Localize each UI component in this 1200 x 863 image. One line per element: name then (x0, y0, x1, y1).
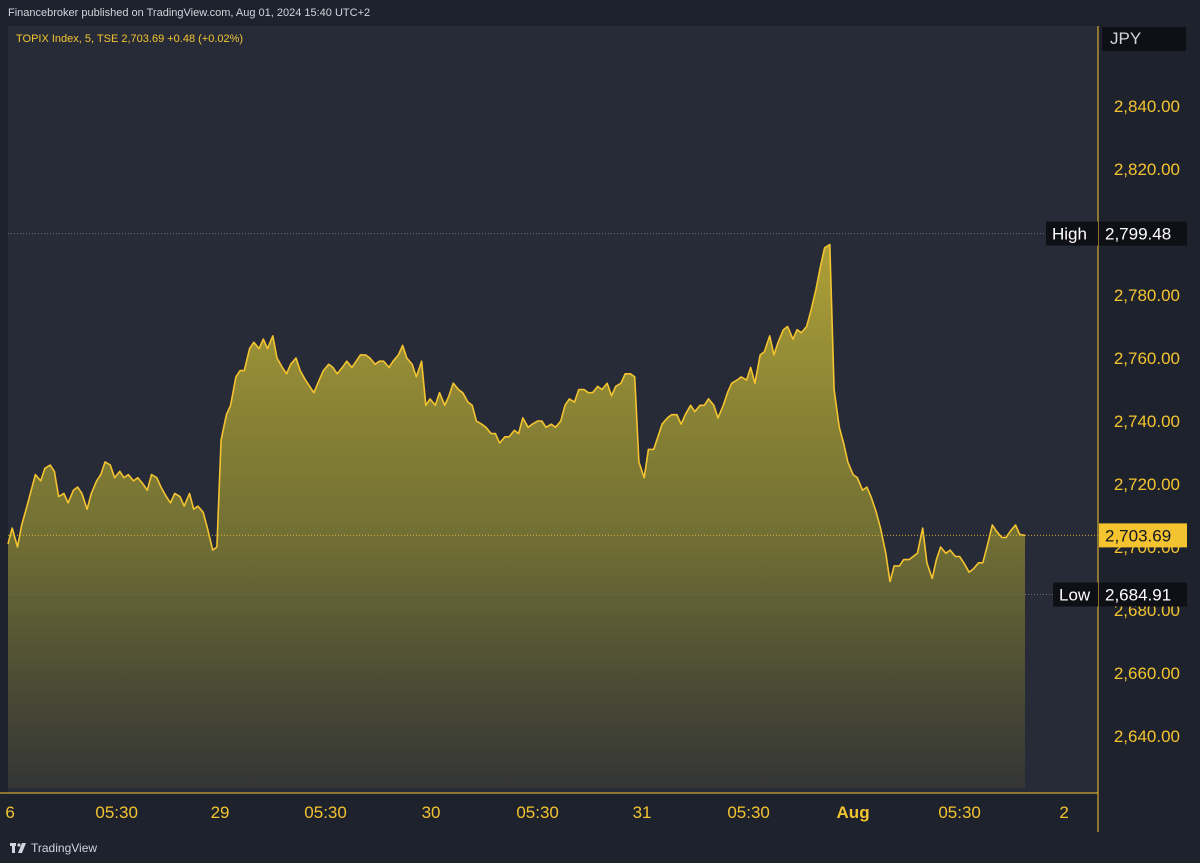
low-label-bg (1053, 582, 1098, 607)
x-tick-label: 30 (422, 803, 441, 822)
x-tick-label: 6 (5, 803, 14, 822)
x-tick-label: 05:30 (727, 803, 770, 822)
x-tick-label: 2 (1059, 803, 1068, 822)
last-price-label: 2,703.69 (1105, 526, 1171, 545)
y-tick-label: 2,780.00 (1114, 286, 1180, 305)
x-tick-label: 29 (211, 803, 230, 822)
x-tick-label: 05:30 (938, 803, 981, 822)
y-tick-label: 2,660.00 (1114, 664, 1180, 683)
high-value-label: 2,799.48 (1105, 225, 1171, 244)
y-tick-label: 2,740.00 (1114, 412, 1180, 431)
y-tick-label: 2,640.00 (1114, 727, 1180, 746)
y-tick-label: 2,720.00 (1114, 475, 1180, 494)
symbol-legend: TOPIX Index, 5, TSE 2,703.69 +0.48 (+0.0… (16, 33, 244, 45)
publisher-text: Financebroker published on TradingView.c… (8, 7, 371, 19)
footer-bar: TradingView (0, 832, 1200, 863)
low-value-label-bg (1099, 582, 1187, 607)
x-tick-label: 05:30 (516, 803, 559, 822)
x-tick-label: 05:30 (95, 803, 138, 822)
currency-label: JPY (1110, 29, 1142, 48)
price-line[interactable] (7, 243, 1026, 583)
high-label: High (1052, 225, 1087, 244)
y-tick-label: 2,760.00 (1114, 349, 1180, 368)
publisher-header: Financebroker published on TradingView.c… (0, 0, 1200, 26)
y-tick-label: 2,820.00 (1114, 160, 1180, 179)
x-tick-label: 31 (633, 803, 652, 822)
low-value-label: 2,684.91 (1105, 586, 1171, 605)
low-label: Low (1059, 586, 1091, 605)
high-label-bg (1046, 221, 1098, 246)
x-tick-label: Aug (837, 803, 870, 822)
high-value-label-bg (1099, 221, 1187, 246)
last-price-label-bg (1099, 523, 1187, 548)
tradingview-icon (10, 842, 26, 853)
tradingview-brand: TradingView (31, 840, 98, 855)
tradingview-logo[interactable]: TradingView (10, 841, 97, 855)
y-tick-label: 2,840.00 (1114, 97, 1180, 116)
currency-badge[interactable]: JPY (1102, 27, 1186, 51)
x-tick-label: 05:30 (304, 803, 347, 822)
price-area-fill (8, 244, 1025, 789)
